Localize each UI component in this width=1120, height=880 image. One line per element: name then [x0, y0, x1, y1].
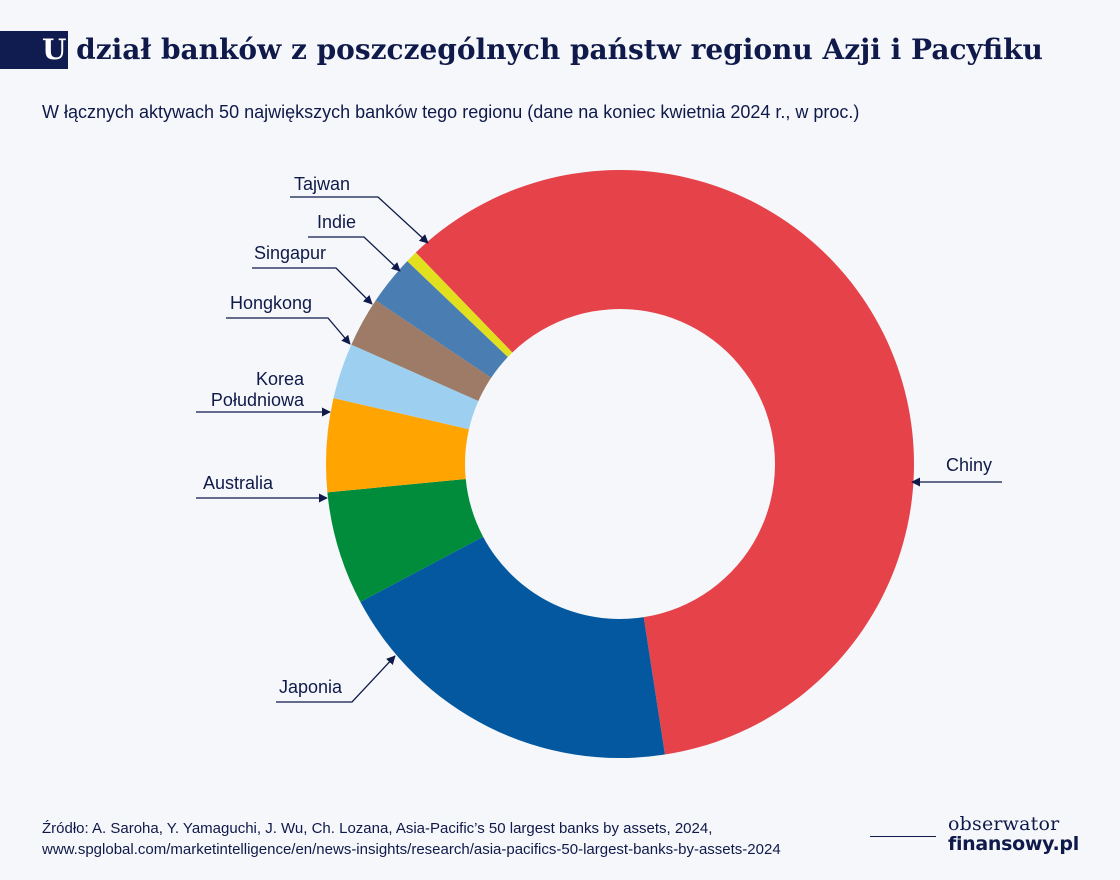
leader-hongkong [226, 317, 351, 345]
label-korea-line1: Korea [256, 369, 305, 389]
slice-australia [327, 478, 484, 602]
title-accent-block [0, 31, 68, 69]
label-indie: Indie [317, 212, 356, 232]
label-japonia: Japonia [279, 677, 343, 697]
title-initial: U [42, 33, 67, 66]
source-line-2: www.spglobal.com/marketintelligence/en/n… [42, 841, 781, 858]
page-title: U dział banków z poszczególnych państw r… [42, 28, 1043, 72]
label-tajwan: Tajwan [294, 174, 350, 194]
label-singapur: Singapur [254, 243, 326, 263]
slice-singapur [351, 300, 492, 402]
source-line-1: Źródło: A. Saroha, Y. Yamaguchi, J. Wu, … [42, 820, 713, 837]
logo-rule [870, 836, 936, 837]
label-australia: Australia [203, 473, 274, 493]
leader-tajwan [290, 196, 429, 244]
slice-japonia [360, 536, 665, 758]
leader-indie [308, 236, 401, 272]
donut-slices [326, 170, 914, 758]
chart-subtitle: W łącznych aktywach 50 największych bank… [42, 102, 860, 122]
logo-line-2: finansowy.pl [948, 833, 1079, 855]
logo-line-1: obserwator [948, 813, 1060, 835]
label-leader-lines [196, 196, 1002, 703]
slice-hongkong [333, 344, 479, 430]
brand-logo: obserwator finansowy.pl [948, 814, 1088, 854]
slice-chiny [415, 170, 914, 755]
label-hongkong: Hongkong [230, 293, 312, 313]
source-note: Źródło: A. Saroha, Y. Yamaguchi, J. Wu, … [42, 818, 781, 860]
title-text: dział banków z poszczególnych państw reg… [66, 33, 1043, 66]
label-chiny: Chiny [946, 455, 992, 475]
slice-tajwan [407, 252, 513, 358]
leader-japonia [276, 655, 396, 703]
slice-korea-południowa [326, 398, 469, 493]
slice-indie [375, 261, 508, 378]
label-korea-line2: Południowa [211, 390, 305, 410]
leader-singapur [252, 267, 373, 305]
